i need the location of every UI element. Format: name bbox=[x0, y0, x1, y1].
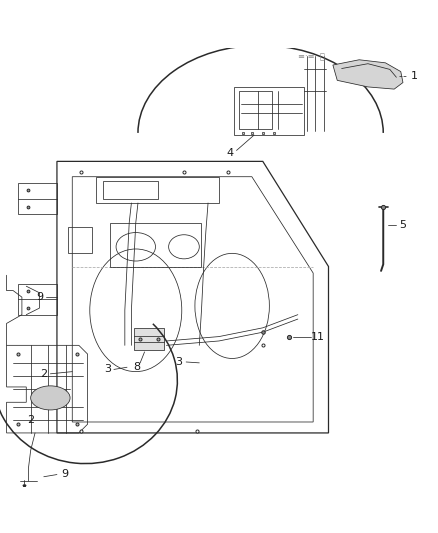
Polygon shape bbox=[134, 328, 164, 350]
Text: 1: 1 bbox=[410, 71, 417, 81]
Text: 5: 5 bbox=[399, 220, 406, 230]
Text: 9: 9 bbox=[36, 292, 43, 302]
Polygon shape bbox=[333, 60, 403, 89]
Text: 3: 3 bbox=[175, 357, 182, 367]
Text: ≡·≡  🦅: ≡·≡ 🦅 bbox=[298, 53, 325, 62]
Text: 8: 8 bbox=[133, 362, 140, 372]
Text: 2: 2 bbox=[40, 369, 47, 379]
Text: 4: 4 bbox=[226, 149, 233, 158]
Text: 2: 2 bbox=[27, 415, 34, 425]
Text: 9: 9 bbox=[61, 469, 68, 479]
Text: 3: 3 bbox=[104, 365, 111, 374]
Text: 11: 11 bbox=[311, 332, 325, 342]
Ellipse shape bbox=[31, 386, 70, 410]
